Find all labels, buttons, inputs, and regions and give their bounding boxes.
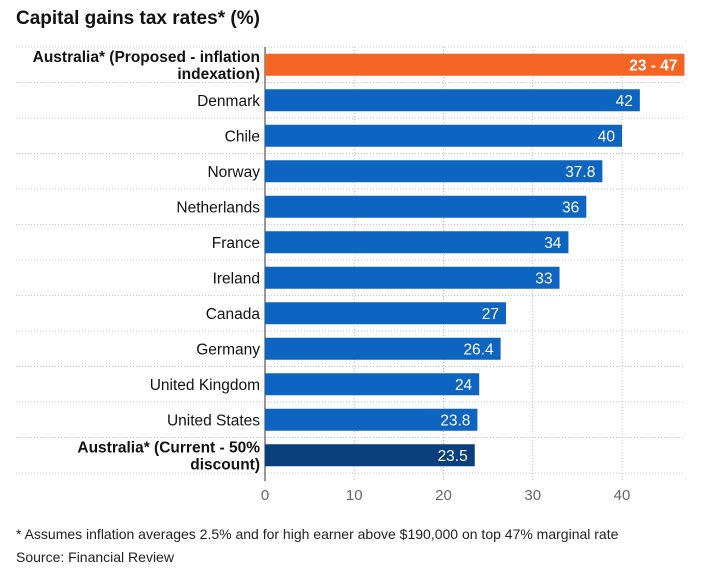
category-label: Denmark bbox=[197, 93, 260, 110]
bar bbox=[265, 337, 501, 360]
category-label: Chile bbox=[225, 128, 260, 145]
bar bbox=[265, 373, 480, 396]
value-label: 27 bbox=[482, 306, 499, 323]
x-tick-label: 10 bbox=[346, 487, 363, 504]
value-label: 34 bbox=[544, 235, 562, 252]
value-label: 26.4 bbox=[463, 341, 494, 358]
bar-chart: 23 - 47 42 40 37.8 36 34 33 27 26.4 24 23.8 23.5 Au… bbox=[16, 46, 685, 504]
category-label: Ireland bbox=[213, 270, 260, 287]
value-label: 24 bbox=[455, 377, 473, 394]
bar bbox=[265, 53, 685, 76]
bar bbox=[265, 195, 587, 218]
category-label: United States bbox=[167, 412, 260, 429]
category-label: France bbox=[212, 235, 260, 252]
bar bbox=[265, 160, 603, 183]
category-label: Norway bbox=[207, 164, 260, 181]
category-label: indexation) bbox=[177, 66, 260, 83]
category-labels: Australia* (Proposed - inflationindexati… bbox=[33, 49, 261, 474]
chart-title: Capital gains tax rates* (%) bbox=[16, 8, 260, 29]
category-label: Germany bbox=[196, 341, 260, 358]
category-label: discount) bbox=[190, 456, 260, 473]
bar bbox=[265, 124, 622, 147]
gridlines bbox=[16, 46, 684, 481]
bar bbox=[265, 444, 475, 467]
x-tick-label: 20 bbox=[435, 487, 452, 504]
x-axis: 0 10 20 30 40 bbox=[261, 487, 631, 504]
bar bbox=[265, 89, 640, 112]
category-label: Netherlands bbox=[176, 199, 260, 216]
x-tick-label: 0 bbox=[261, 487, 269, 504]
bar bbox=[265, 408, 478, 431]
bar bbox=[265, 302, 506, 325]
value-label: 40 bbox=[598, 128, 616, 145]
bar bbox=[265, 231, 569, 254]
bars: 23 - 47 42 40 37.8 36 34 33 27 26.4 24 23.8 23.5 bbox=[265, 53, 685, 467]
value-label: 42 bbox=[616, 93, 633, 110]
x-tick-label: 40 bbox=[614, 487, 631, 504]
value-label: 23.8 bbox=[440, 412, 470, 429]
value-label: 37.8 bbox=[565, 164, 595, 181]
value-label: 23.5 bbox=[438, 448, 468, 465]
category-label: Canada bbox=[206, 306, 261, 323]
footnote: * Assumes inflation averages 2.5% and fo… bbox=[16, 526, 619, 542]
category-label: Australia* (Current - 50% bbox=[77, 439, 260, 456]
source-note: Source: Financial Review bbox=[16, 549, 174, 565]
x-tick-label: 30 bbox=[524, 487, 541, 504]
category-label: Australia* (Proposed - inflation bbox=[33, 49, 260, 66]
bar bbox=[265, 266, 560, 289]
category-label: United Kingdom bbox=[150, 377, 260, 394]
value-label: 33 bbox=[535, 270, 552, 287]
value-label: 23 - 47 bbox=[629, 57, 677, 74]
value-label: 36 bbox=[562, 199, 579, 216]
